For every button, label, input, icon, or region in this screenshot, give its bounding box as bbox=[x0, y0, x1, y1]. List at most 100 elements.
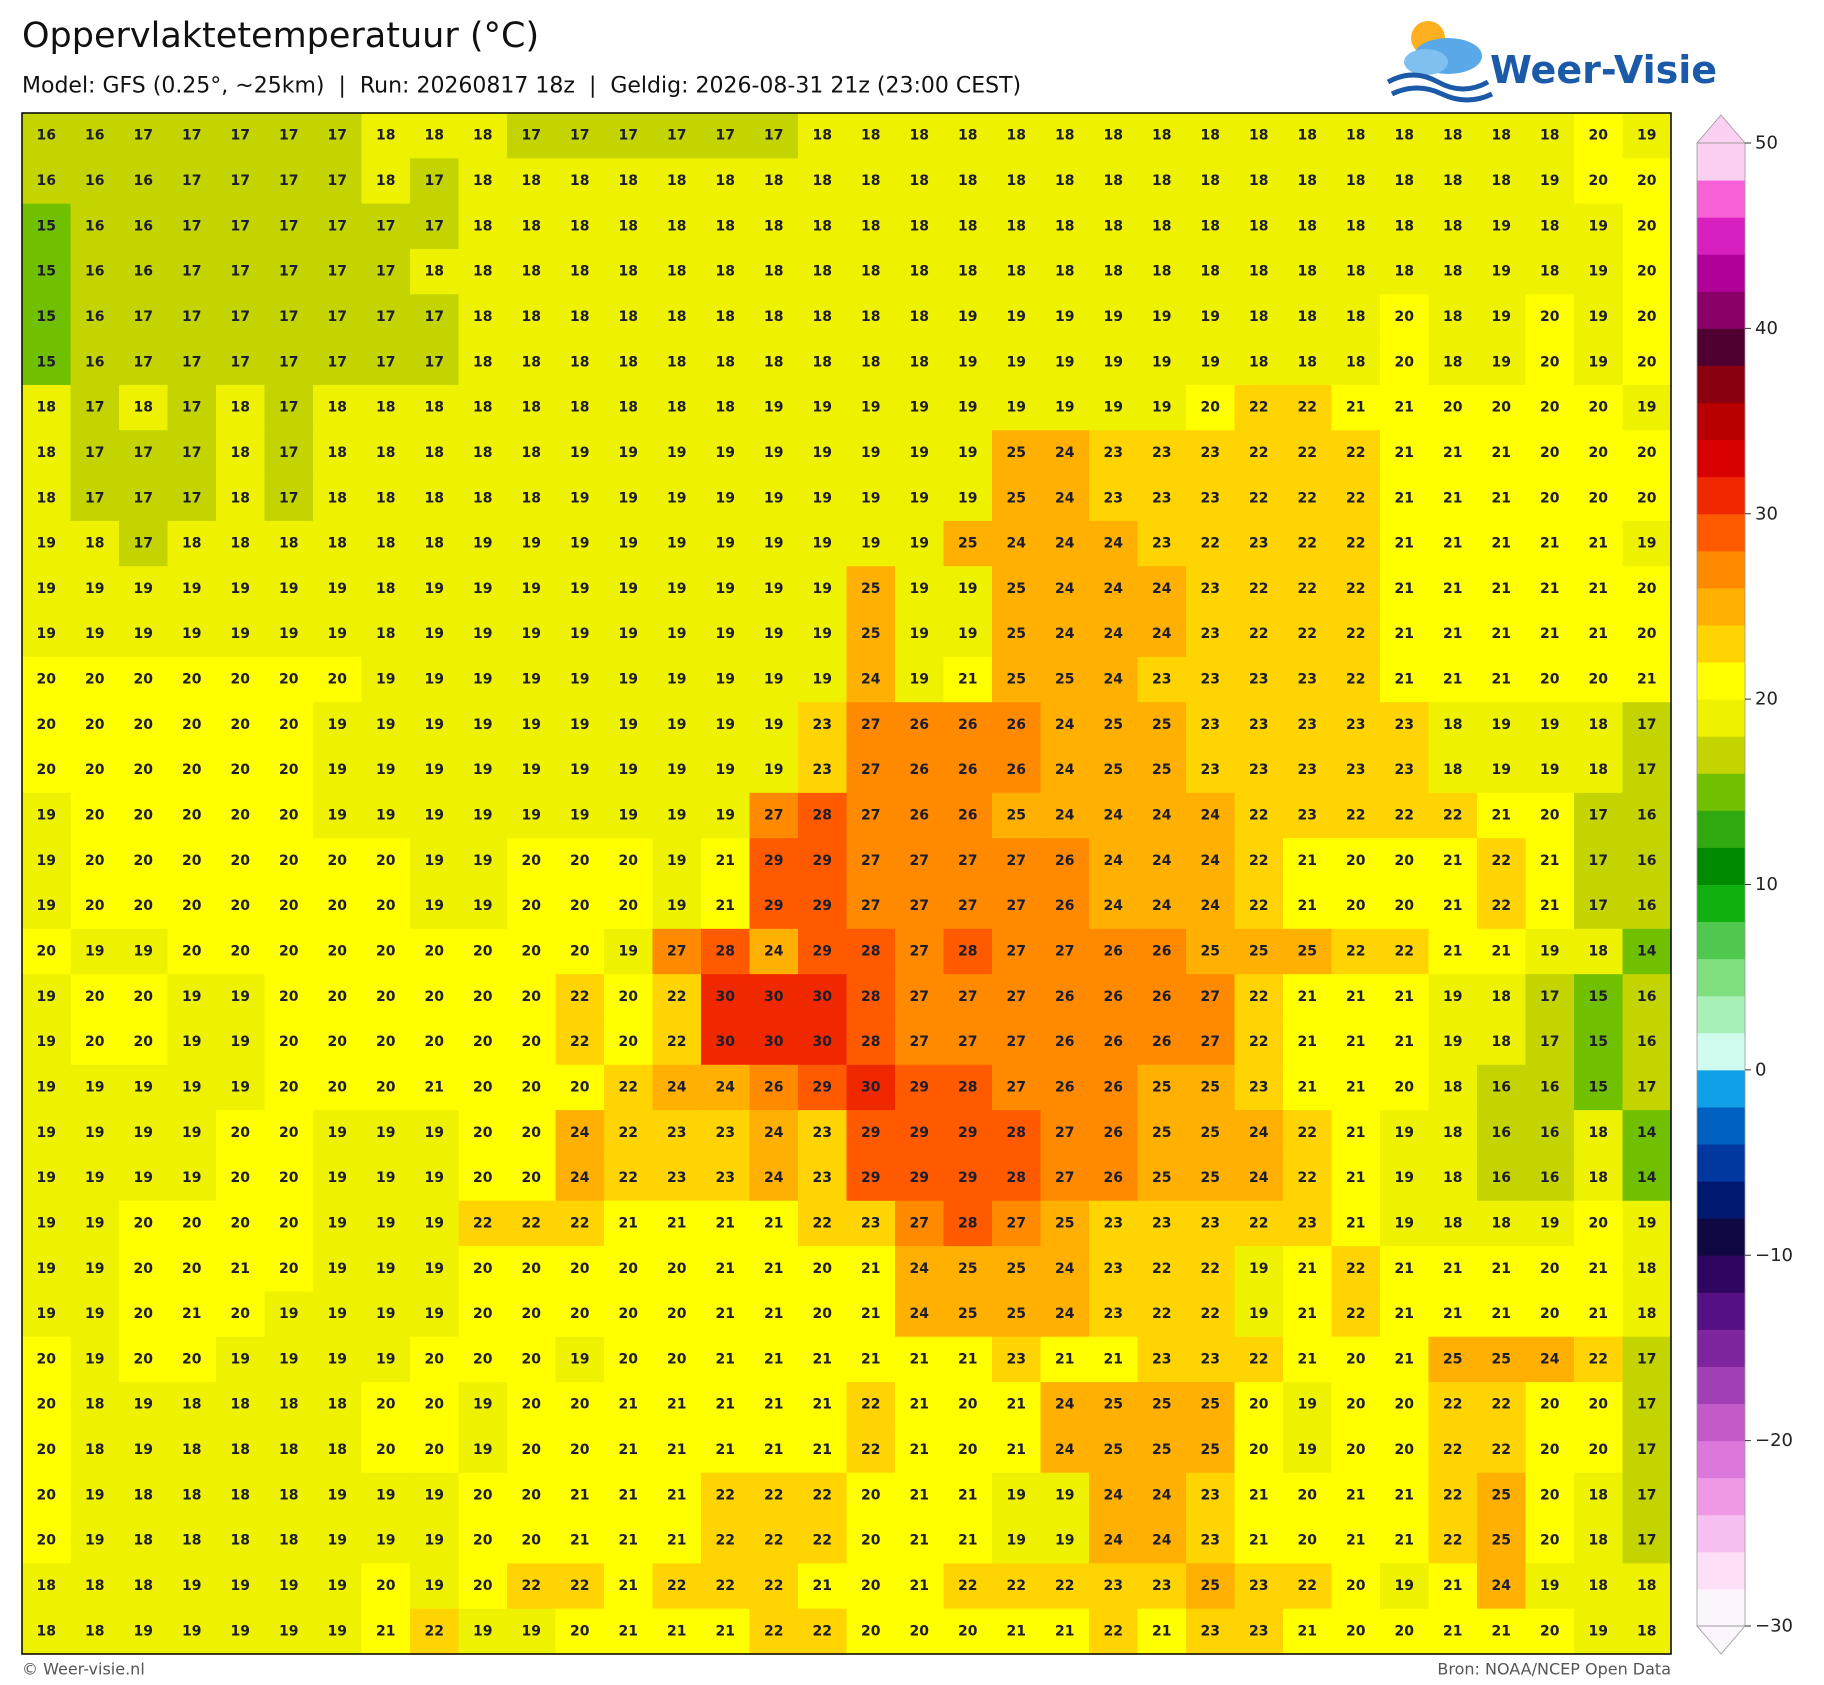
temperature-value: 20 bbox=[328, 1079, 348, 1095]
temperature-value: 20 bbox=[522, 1079, 542, 1095]
temperature-value: 19 bbox=[376, 1125, 395, 1141]
temperature-value: 19 bbox=[1637, 128, 1656, 144]
temperature-value: 19 bbox=[134, 1125, 153, 1141]
temperature-value: 19 bbox=[425, 581, 444, 597]
temperature-cell bbox=[1234, 1064, 1284, 1111]
temperature-cell bbox=[1089, 838, 1139, 885]
temperature-cell bbox=[410, 1336, 460, 1383]
temperature-cell bbox=[119, 1608, 169, 1655]
temperature-value: 18 bbox=[376, 626, 395, 642]
temperature-value: 24 bbox=[1104, 853, 1124, 869]
temperature-value: 19 bbox=[958, 445, 977, 461]
temperature-cell bbox=[1477, 1518, 1527, 1564]
temperature-cell bbox=[1477, 1019, 1527, 1066]
temperature-value: 18 bbox=[231, 445, 250, 461]
temperature-cell bbox=[604, 248, 654, 295]
temperature-cell bbox=[264, 1563, 314, 1610]
temperature-value: 19 bbox=[716, 762, 735, 778]
temperature-cell bbox=[1089, 566, 1139, 613]
temperature-value: 15 bbox=[37, 354, 56, 370]
temperature-cell bbox=[701, 747, 751, 794]
temperature-value: 20 bbox=[958, 1397, 978, 1413]
temperature-value: 21 bbox=[910, 1578, 929, 1594]
temperature-value: 18 bbox=[328, 400, 347, 416]
temperature-value: 23 bbox=[667, 1170, 686, 1186]
temperature-cell bbox=[1186, 1427, 1236, 1474]
temperature-value: 22 bbox=[1152, 1306, 1171, 1322]
temperature-cell bbox=[652, 656, 702, 703]
temperature-cell bbox=[1283, 1563, 1333, 1610]
temperature-cell bbox=[458, 1246, 508, 1293]
temperature-value: 18 bbox=[861, 264, 880, 280]
temperature-value: 22 bbox=[522, 1215, 541, 1231]
temperature-value: 19 bbox=[473, 762, 492, 778]
temperature-cell bbox=[1574, 1518, 1624, 1564]
temperature-cell bbox=[313, 1246, 363, 1293]
temperature-cell bbox=[701, 248, 751, 295]
temperature-value: 19 bbox=[37, 1079, 56, 1095]
temperature-value: 20 bbox=[1249, 1442, 1269, 1458]
temperature-cell bbox=[167, 702, 217, 749]
footer-left: © Weer-visie.nl bbox=[22, 1660, 145, 1679]
temperature-cell bbox=[1428, 384, 1478, 431]
temperature-cell bbox=[604, 1110, 654, 1157]
temperature-cell bbox=[410, 656, 460, 703]
temperature-value: 18 bbox=[1152, 264, 1171, 280]
temperature-cell bbox=[1283, 928, 1333, 975]
temperature-value: 20 bbox=[522, 1487, 542, 1503]
colorbar-segment bbox=[1697, 1366, 1745, 1405]
temperature-value: 19 bbox=[1104, 309, 1123, 325]
temperature-value: 21 bbox=[1298, 1079, 1317, 1095]
colorbar-segment bbox=[1697, 1329, 1745, 1367]
temperature-cell bbox=[70, 1291, 120, 1338]
temperature-value: 16 bbox=[1540, 1170, 1559, 1186]
temperature-cell bbox=[1525, 747, 1575, 794]
temperature-value: 23 bbox=[1152, 490, 1171, 506]
temperature-cell bbox=[846, 475, 896, 522]
temperature-value: 19 bbox=[231, 1578, 250, 1594]
temperature-cell bbox=[652, 928, 702, 975]
temperature-value: 20 bbox=[1540, 672, 1560, 688]
temperature-value: 20 bbox=[134, 1261, 154, 1277]
colorbar-segment bbox=[1697, 1477, 1745, 1516]
temperature-cell bbox=[264, 747, 314, 794]
temperature-cell bbox=[992, 1563, 1042, 1610]
temperature-value: 18 bbox=[1298, 354, 1317, 370]
temperature-value: 17 bbox=[716, 128, 735, 144]
temperature-cell bbox=[313, 566, 363, 613]
temperature-cell bbox=[119, 113, 169, 159]
temperature-cell bbox=[749, 1064, 799, 1111]
temperature-cell bbox=[1622, 1472, 1672, 1519]
temperature-cell bbox=[1234, 113, 1284, 159]
temperature-cell bbox=[1089, 294, 1139, 341]
temperature-value: 20 bbox=[425, 1034, 445, 1050]
temperature-value: 25 bbox=[1201, 1442, 1220, 1458]
temperature-cell bbox=[1622, 248, 1672, 295]
temperature-cell bbox=[507, 384, 557, 431]
temperature-cell bbox=[264, 611, 314, 658]
temperature-value: 24 bbox=[1492, 1578, 1512, 1594]
temperature-value: 20 bbox=[376, 1034, 396, 1050]
temperature-value: 18 bbox=[522, 354, 541, 370]
temperature-cell bbox=[1137, 702, 1187, 749]
temperature-value: 21 bbox=[1589, 581, 1608, 597]
temperature-value: 18 bbox=[85, 536, 104, 552]
temperature-value: 20 bbox=[1637, 264, 1657, 280]
temperature-value: 18 bbox=[1637, 1623, 1656, 1639]
temperature-value: 22 bbox=[667, 1578, 686, 1594]
temperature-cell bbox=[749, 475, 799, 522]
temperature-value: 19 bbox=[861, 490, 880, 506]
temperature-cell bbox=[992, 656, 1042, 703]
temperature-value: 20 bbox=[667, 1351, 687, 1367]
temperature-cell bbox=[1525, 1608, 1575, 1655]
temperature-cell bbox=[264, 1110, 314, 1157]
temperature-cell bbox=[1283, 883, 1333, 930]
temperature-cell bbox=[992, 520, 1042, 567]
temperature-value: 20 bbox=[1346, 1623, 1366, 1639]
temperature-cell bbox=[264, 339, 314, 386]
temperature-value: 19 bbox=[1104, 354, 1123, 370]
temperature-cell bbox=[1574, 1608, 1624, 1655]
temperature-cell bbox=[22, 339, 72, 386]
temperature-cell bbox=[216, 1064, 266, 1111]
temperature-value: 17 bbox=[279, 264, 298, 280]
